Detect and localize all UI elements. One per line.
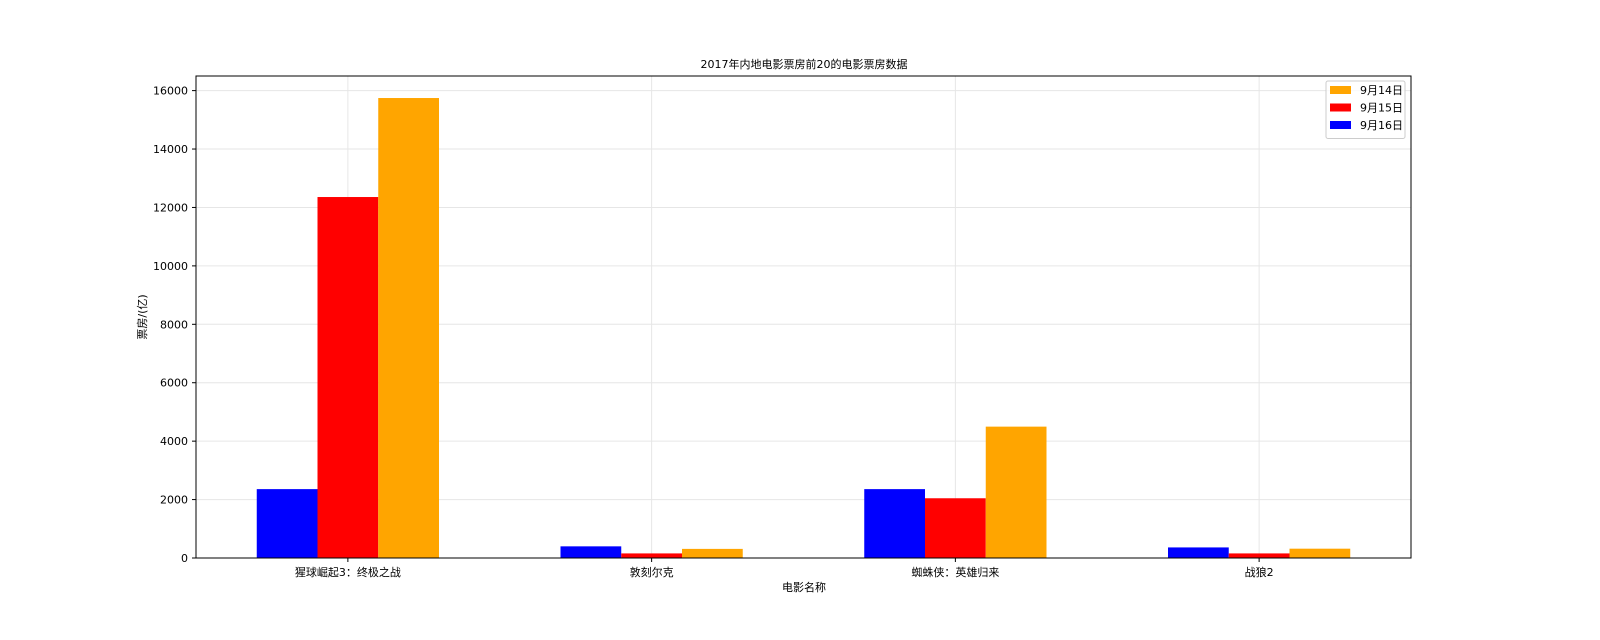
bar-9月16日-3 [1168, 547, 1229, 558]
plot-frame [195, 75, 1412, 559]
legend: 9月14日 9月15日 9月16日 [1325, 80, 1406, 139]
y-axis-ticks: 0 2000 4000 6000 8000 10000 12000 14000 16000 [153, 85, 196, 565]
bar-9月14日-3 [1289, 548, 1351, 558]
y-tick-label: 8000 [160, 318, 188, 331]
bar-9月15日-1 [621, 553, 682, 558]
bar-9月16日-2 [864, 489, 925, 558]
y-tick-label: 6000 [160, 377, 188, 390]
y-tick-label: 12000 [153, 201, 188, 214]
bar-9月14日-0 [378, 98, 439, 558]
legend-label: 9月15日 [1360, 102, 1403, 115]
bars-layer [256, 98, 1351, 558]
x-axis-ticks: 猩球崛起3：终极之战 敦刻尔克 蜘蛛侠：英雄归来 战狼2 [295, 558, 1274, 579]
x-tick-label: 蜘蛛侠：英雄归来 [911, 565, 999, 579]
y-axis-title: 票房/(亿) [136, 294, 149, 339]
legend-label: 9月16日 [1360, 119, 1403, 132]
x-tick-label: 敦刻尔克 [630, 565, 674, 579]
y-tick-label: 14000 [153, 143, 188, 156]
legend-swatch [1330, 86, 1351, 94]
y-tick-label: 10000 [153, 260, 188, 273]
bar-9月14日-2 [985, 426, 1047, 558]
legend-label: 9月14日 [1360, 84, 1403, 97]
y-tick-label: 4000 [160, 435, 188, 448]
y-tick-label: 2000 [160, 494, 188, 507]
bar-9月16日-1 [560, 546, 622, 558]
bar-9月15日-3 [1228, 553, 1290, 558]
x-tick-label: 战狼2 [1245, 565, 1274, 579]
legend-swatch [1330, 121, 1351, 129]
y-tick-label: 16000 [153, 85, 188, 98]
bar-9月15日-0 [317, 197, 379, 558]
bar-9月16日-0 [256, 489, 318, 558]
chart-title: 2017年内地电影票房前20的电影票房数据 [701, 57, 908, 71]
x-tick-label: 猩球崛起3：终极之战 [295, 565, 401, 579]
bar-9月15日-2 [925, 498, 986, 558]
x-axis-title: 电影名称 [782, 580, 826, 594]
y-tick-label: 0 [181, 552, 188, 565]
bar-9月14日-1 [682, 548, 743, 558]
legend-swatch [1330, 103, 1351, 112]
